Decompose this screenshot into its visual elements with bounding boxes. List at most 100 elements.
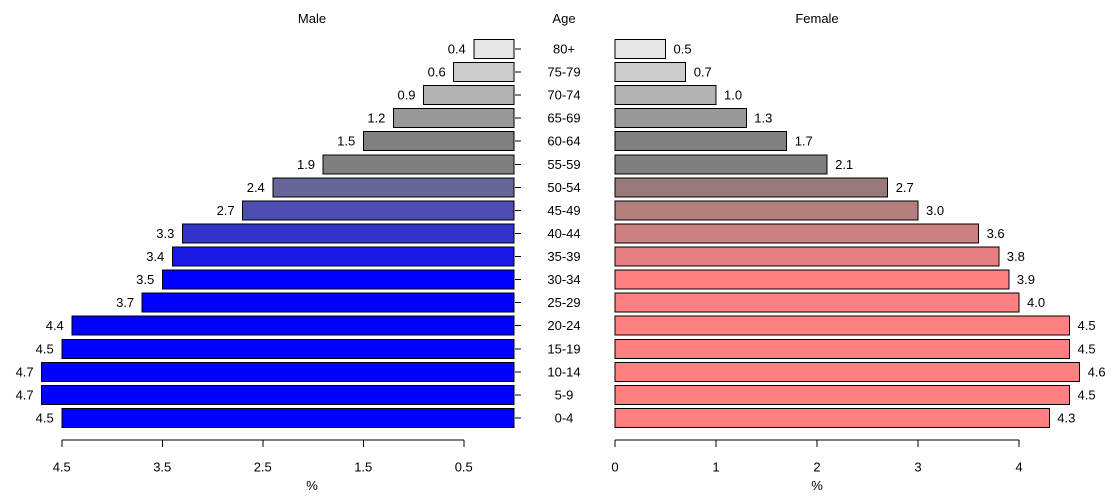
female-value-label: 3.6 [987,226,1005,241]
male-value-label: 4.5 [36,341,54,356]
female-x-axis: 0 1 2 3 4 [611,439,1023,475]
female-value-label: 1.7 [795,134,813,149]
male-x-axis: 4.5 3.5 2.5 1.5 0.5 [53,439,473,475]
age-group-label: 50-54 [547,180,580,195]
age-group-label: 55-59 [547,157,580,172]
male-bar [41,361,515,382]
age-group-label: 15-19 [547,341,580,356]
female-value-label: 4.5 [1078,341,1096,356]
male-value-label: 3.7 [116,295,134,310]
female-axis-tick-label: 2 [813,460,820,475]
female-value-label: 3.8 [1007,249,1025,264]
male-bar [181,223,515,244]
female-value-label: 4.5 [1078,318,1096,333]
male-value-label: 0.9 [397,88,415,103]
age-group-label: 25-29 [547,295,580,310]
male-bars: 0.40.6 0.9 1.2 1.5 1.9 2.4 2.7 3.3 3.4 3.53.7 4.4 4… [16,39,515,428]
male-value-label: 4.4 [46,318,64,333]
female-bars: 0.50.71.01.31.72.12.73.03.63.83.94.04.54… [614,39,1106,428]
female-bar [614,154,828,175]
male-bar [453,62,515,83]
male-value-label: 2.7 [217,203,235,218]
female-value-label: 4.5 [1078,387,1096,402]
age-group-label: 30-34 [547,272,580,287]
male-axis-tick-label: 3.5 [153,460,171,475]
age-group-label: 65-69 [547,111,580,126]
male-bar [171,246,515,267]
female-value-label: 1.0 [724,88,742,103]
male-bar [71,315,515,336]
female-bar [614,292,1020,313]
male-bar [41,384,515,405]
male-bar [392,108,515,129]
female-bar [614,407,1050,428]
male-value-label: 1.9 [297,157,315,172]
male-x-axis-title: % [306,478,318,493]
male-bar [473,39,515,59]
female-value-label: 3.9 [1017,272,1035,287]
female-bar [614,62,687,83]
male-bar [61,407,515,428]
male-value-label: 3.3 [156,226,174,241]
male-value-label: 0.6 [428,65,446,80]
female-bar [614,269,1010,290]
male-axis-tick-label: 0.5 [455,460,473,475]
female-value-label: 0.7 [694,65,712,80]
age-group-label: 60-64 [547,134,580,149]
female-bar [614,223,980,244]
female-bar [614,131,788,152]
age-group-label: 20-24 [547,318,580,333]
female-bar [614,246,1000,267]
male-bar [322,154,515,175]
age-group-label: 45-49 [547,203,580,218]
male-bar [61,338,515,359]
female-bar [614,384,1070,405]
female-axis-tick-label: 0 [611,460,618,475]
female-bar [614,39,666,59]
male-value-label: 2.4 [247,180,265,195]
female-value-label: 4.0 [1027,295,1045,310]
female-bar [614,108,747,129]
age-group-label: 40-44 [547,226,580,241]
female-x-axis-title: % [811,478,823,493]
female-value-label: 1.3 [754,111,772,126]
female-value-label: 2.7 [896,180,914,195]
male-value-label: 3.5 [136,272,154,287]
age-group-label: 80+ [553,42,575,57]
male-value-label: 4.5 [36,410,54,425]
female-value-label: 4.6 [1088,364,1106,379]
male-bar [161,269,515,290]
female-value-label: 2.1 [835,157,853,172]
male-axis-tick-label: 4.5 [53,460,71,475]
age-axis-title: Age [552,11,575,26]
male-axis-tick-label: 2.5 [254,460,272,475]
male-panel-title: Male [298,11,326,26]
age-group-label: 5-9 [555,387,574,402]
female-bar [614,200,919,221]
age-group-label: 70-74 [547,88,580,103]
male-value-label: 1.2 [367,111,385,126]
age-group-labels: 80+ 75-79 70-74 65-69 60-64 55-59 50-54 45-49 40… [515,42,581,425]
female-value-label: 0.5 [674,42,692,57]
female-value-label: 4.3 [1057,410,1075,425]
female-axis-tick-label: 1 [712,460,719,475]
male-bar [141,292,515,313]
age-group-label: 75-79 [547,65,580,80]
male-value-label: 1.5 [337,134,355,149]
male-bar [272,177,515,198]
female-bar [614,338,1070,359]
male-axis-tick-label: 1.5 [354,460,372,475]
female-axis-tick-label: 4 [1015,460,1022,475]
female-panel-title: Female [795,11,838,26]
female-bar [614,85,717,106]
male-value-label: 3.4 [146,249,164,264]
female-bar [614,361,1081,382]
female-bar [614,315,1070,336]
male-value-label: 4.7 [16,387,34,402]
female-bar [614,177,889,198]
male-bar [362,131,515,152]
age-group-label: 35-39 [547,249,580,264]
male-value-label: 4.7 [16,364,34,379]
male-bar [423,85,515,106]
